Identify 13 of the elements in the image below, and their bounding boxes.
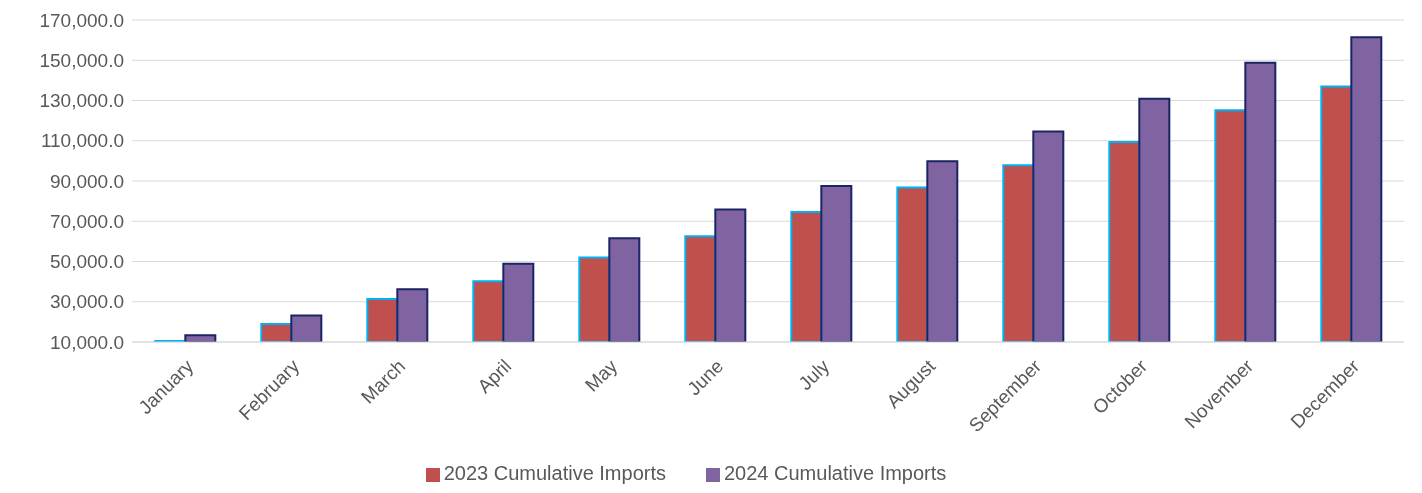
y-tick-label: 110,000.0 [40, 130, 124, 152]
y-tick-label: 30,000.0 [50, 291, 124, 313]
y-tick-label: 90,000.0 [50, 170, 124, 192]
y-tick-label: 170,000.0 [39, 9, 124, 31]
x-tick-label: May [580, 355, 622, 396]
legend-label: 2024 Cumulative Imports [724, 462, 947, 484]
x-tick-label: July [794, 355, 834, 395]
y-tick-label: 150,000.0 [39, 49, 124, 71]
y-tick-label: 70,000.0 [50, 210, 124, 232]
y-tick-label: 50,000.0 [50, 251, 124, 273]
y-tick-label: 10,000.0 [50, 331, 124, 353]
y-tick-label: 130,000.0 [39, 90, 124, 112]
legend-label: 2023 Cumulative Imports [443, 462, 666, 484]
